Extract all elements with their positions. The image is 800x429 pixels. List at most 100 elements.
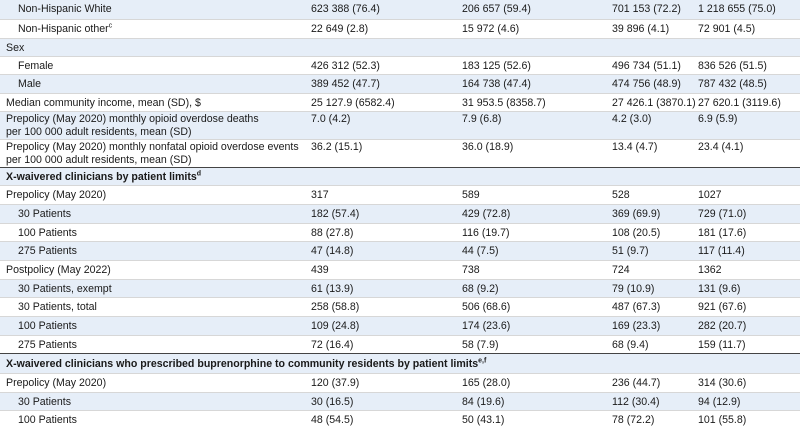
value-cell: 72 901 (4.5) <box>698 23 756 35</box>
value-cell: 120 (37.9) <box>311 377 360 389</box>
section-header-row: X-waivered clinicians who prescribed bup… <box>0 353 800 374</box>
value-cell: 6.9 (5.9) <box>698 113 738 125</box>
value-cell: 487 (67.3) <box>612 301 661 313</box>
value-cell: 165 (28.0) <box>462 377 511 389</box>
value-cell: 31 953.5 (8358.7) <box>462 97 546 109</box>
value-cell: 27 426.1 (3870.1) <box>612 97 696 109</box>
row-label: 100 Patients <box>18 414 77 426</box>
value-cell: 389 452 (47.7) <box>311 78 380 90</box>
value-cell: 701 153 (72.2) <box>612 3 681 15</box>
table-row: 100 Patients 109 (24.8) 174 (23.6) 169 (23.… <box>0 316 800 336</box>
footnote-marker: e,f <box>478 357 487 365</box>
table-row: Postpolicy (May 2022) 439 738 724 1362 <box>0 260 800 280</box>
row-label: Postpolicy (May 2022) <box>6 264 111 276</box>
value-cell: 439 <box>311 264 329 276</box>
value-cell: 164 738 (47.4) <box>462 78 531 90</box>
table-row: Non-Hispanic otherc 22 649 (2.8) 15 972 (4… <box>0 19 800 39</box>
value-cell: 921 (67.6) <box>698 301 747 313</box>
value-cell: 506 (68.6) <box>462 301 511 313</box>
table-row: 30 Patients, total 258 (58.8) 506 (68.6) 48… <box>0 297 800 317</box>
value-cell: 317 <box>311 189 329 201</box>
value-cell: 36.2 (15.1) <box>311 141 363 153</box>
value-cell: 68 (9.4) <box>612 339 649 351</box>
table-row: Male 389 452 (47.7) 164 738 (47.4) 474 756 … <box>0 74 800 94</box>
row-label: 100 Patients <box>18 320 77 332</box>
value-cell: 27 620.1 (3119.6) <box>698 97 781 109</box>
table-row: 275 Patients 47 (14.8) 44 (7.5) 51 (9.7) 117… <box>0 241 800 261</box>
value-cell: 108 (20.5) <box>612 227 661 239</box>
row-label: 30 Patients, exempt <box>18 283 112 295</box>
value-cell: 429 (72.8) <box>462 208 511 220</box>
value-cell: 116 (19.7) <box>462 227 510 239</box>
value-cell: 4.2 (3.0) <box>612 113 652 125</box>
value-cell: 7.9 (6.8) <box>462 113 502 125</box>
value-cell: 174 (23.6) <box>462 320 511 332</box>
value-cell: 94 (12.9) <box>698 396 741 408</box>
row-label: X-waivered clinicians by patient limitsd <box>6 170 202 183</box>
value-cell: 181 (17.6) <box>698 227 747 239</box>
row-label: X-waivered clinicians who prescribed bup… <box>6 357 487 370</box>
row-label: Prepolicy (May 2020) monthly nonfatal op… <box>6 141 299 166</box>
value-cell: 39 896 (4.1) <box>612 23 670 35</box>
value-cell: 58 (7.9) <box>462 339 499 351</box>
value-cell: 474 756 (48.9) <box>612 78 681 90</box>
value-cell: 836 526 (51.5) <box>698 60 767 72</box>
value-cell: 528 <box>612 189 630 201</box>
value-cell: 50 (43.1) <box>462 414 505 426</box>
value-cell: 101 (55.8) <box>698 414 747 426</box>
table-row: Prepolicy (May 2020) 317 589 528 1027 <box>0 185 800 205</box>
row-label: 30 Patients <box>18 396 72 408</box>
row-label: Prepolicy (May 2020) <box>6 189 107 201</box>
value-cell: 1027 <box>698 189 722 201</box>
row-label: 30 Patients <box>18 208 72 220</box>
value-cell: 738 <box>462 264 480 276</box>
value-cell: 1362 <box>698 264 722 276</box>
row-label: 275 Patients <box>18 245 77 257</box>
value-cell: 369 (69.9) <box>612 208 661 220</box>
table-row: Prepolicy (May 2020) monthly opioid over… <box>0 111 800 140</box>
value-cell: 25 127.9 (6582.4) <box>311 97 395 109</box>
row-label: Prepolicy (May 2020) <box>6 377 107 389</box>
value-cell: 787 432 (48.5) <box>698 78 767 90</box>
value-cell: 79 (10.9) <box>612 283 655 295</box>
value-cell: 44 (7.5) <box>462 245 499 257</box>
table-row: 275 Patients 72 (16.4) 58 (7.9) 68 (9.4) 159… <box>0 335 800 354</box>
value-cell: 206 657 (59.4) <box>462 3 531 15</box>
value-cell: 13.4 (4.7) <box>612 141 658 153</box>
value-cell: 159 (11.7) <box>698 339 746 351</box>
table-row: 30 Patients 182 (57.4) 429 (72.8) 369 (69.9… <box>0 204 800 224</box>
table-row: Female 426 312 (52.3) 183 125 (52.6) 496 73… <box>0 56 800 75</box>
value-cell: 15 972 (4.6) <box>462 23 520 35</box>
value-cell: 68 (9.2) <box>462 283 499 295</box>
value-cell: 7.0 (4.2) <box>311 113 351 125</box>
value-cell: 258 (58.8) <box>311 301 360 313</box>
value-cell: 314 (30.6) <box>698 377 747 389</box>
value-cell: 282 (20.7) <box>698 320 747 332</box>
value-cell: 36.0 (18.9) <box>462 141 514 153</box>
table-row: Median community income, mean (SD), $ 25 … <box>0 93 800 112</box>
value-cell: 84 (19.6) <box>462 396 505 408</box>
row-label: Prepolicy (May 2020) monthly opioid over… <box>6 113 259 138</box>
value-cell: 23.4 (4.1) <box>698 141 744 153</box>
row-label: Male <box>18 78 41 90</box>
value-cell: 117 (11.4) <box>698 245 745 257</box>
value-cell: 109 (24.8) <box>311 320 360 332</box>
table-row: Prepolicy (May 2020) monthly nonfatal op… <box>0 139 800 168</box>
footnote-marker: c <box>108 22 113 30</box>
value-cell: 426 312 (52.3) <box>311 60 380 72</box>
value-cell: 169 (23.3) <box>612 320 661 332</box>
table-row: Non-Hispanic White 623 388 (76.4) 206 657 … <box>0 0 800 19</box>
value-cell: 30 (16.5) <box>311 396 354 408</box>
table-row: Prepolicy (May 2020) 120 (37.9) 165 (28.0)… <box>0 373 800 393</box>
value-cell: 496 734 (51.1) <box>612 60 681 72</box>
value-cell: 236 (44.7) <box>612 377 661 389</box>
value-cell: 131 (9.6) <box>698 283 741 295</box>
row-label: Median community income, mean (SD), $ <box>6 97 201 109</box>
table-row: 30 Patients 30 (16.5) 84 (19.6) 112 (30.4) 9… <box>0 392 800 411</box>
value-cell: 589 <box>462 189 480 201</box>
value-cell: 183 125 (52.6) <box>462 60 531 72</box>
row-label: Female <box>18 60 54 72</box>
section-header-row: X-waivered clinicians by patient limitsd <box>0 167 800 186</box>
value-cell: 724 <box>612 264 630 276</box>
